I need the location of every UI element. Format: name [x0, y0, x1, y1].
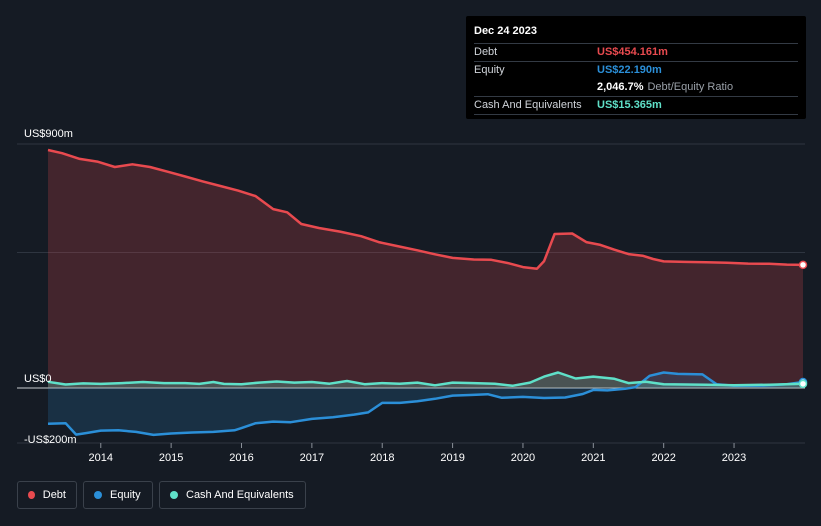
x-tick-label: 2014: [89, 452, 113, 464]
cash-dot-icon: [170, 491, 178, 499]
y-tick-label: US$900m: [24, 128, 73, 140]
x-tick-label: 2021: [581, 452, 605, 464]
cash-and-equivalents-endpoint: [798, 379, 808, 389]
chart-endpoints: [798, 260, 808, 389]
x-tick-label: 2018: [370, 452, 394, 464]
legend-equity-label: Equity: [110, 489, 141, 501]
x-tick-label: 2017: [300, 452, 324, 464]
x-tick-label: 2015: [159, 452, 183, 464]
chart-lines: [47, 148, 804, 437]
legend-cash-label: Cash And Equivalents: [186, 489, 294, 501]
tooltip-equity-label: Equity: [474, 64, 505, 76]
tooltip-debt-value: US$454.161m: [597, 46, 668, 58]
y-tick-label: -US$200m: [24, 434, 77, 446]
debt-area: [48, 150, 803, 388]
legend-item-cash[interactable]: Cash And Equivalents: [159, 481, 306, 509]
debt-dot-icon: [28, 491, 35, 499]
tooltip-date: Dec 24 2023: [474, 25, 537, 37]
x-tick-label: 2023: [722, 452, 746, 464]
legend-item-equity[interactable]: Equity: [83, 481, 153, 509]
chart-grid: [17, 143, 805, 444]
cash-and-equivalents-line: [47, 371, 804, 388]
x-tick-label: 2016: [229, 452, 253, 464]
equity-area: [48, 372, 803, 435]
tooltip-equity-value: US$22.190m: [597, 64, 662, 76]
tooltip-debt-label: Debt: [474, 46, 498, 58]
legend-debt-label: Debt: [42, 489, 66, 501]
tooltip-debt-row: Debt US$454.161m: [474, 43, 798, 61]
x-tick-label: 2019: [440, 452, 464, 464]
chart-areas: [48, 150, 803, 435]
legend-item-debt[interactable]: Debt: [17, 481, 77, 509]
tooltip-ratio-row: 2,046.7% Debt/Equity Ratio: [474, 79, 798, 96]
tooltip-panel: Dec 24 2023 Debt US$454.161m Equity US$2…: [466, 16, 806, 119]
y-tick-label: US$0: [24, 373, 52, 385]
tooltip-cash-value: US$15.365m: [597, 99, 662, 111]
debt-endpoint: [798, 260, 808, 270]
tooltip-equity-row: Equity US$22.190m: [474, 61, 798, 79]
y-axis: US$900m US$0 -US$200m: [24, 128, 77, 446]
x-tick-label: 2022: [651, 452, 675, 464]
tooltip-ratio-value: 2,046.7%: [597, 81, 644, 93]
equity-dot-icon: [94, 491, 102, 499]
equity-line: [47, 371, 804, 437]
legend: Debt Equity Cash And Equivalents: [17, 481, 312, 511]
tooltip-ratio-label: Debt/Equity Ratio: [647, 81, 734, 93]
tooltip-cash-row: Cash And Equivalents US$15.365m: [474, 96, 798, 115]
tooltip-cash-label: Cash And Equivalents: [474, 99, 582, 111]
debt-line: [47, 148, 804, 270]
x-axis: 2014 2015 2016 2017 2018 2019 2020 2021 2022 2023: [89, 443, 746, 464]
x-tick-label: 2020: [511, 452, 535, 464]
